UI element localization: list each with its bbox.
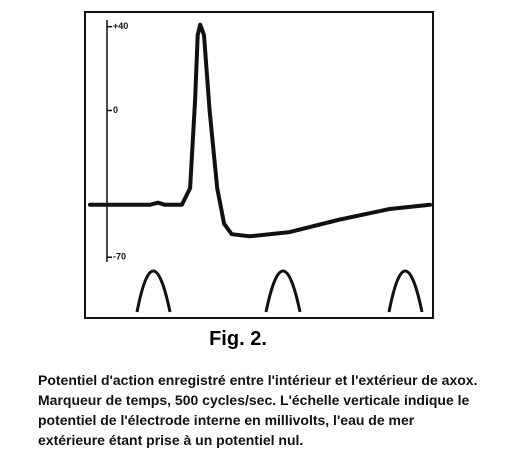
frame bbox=[84, 11, 434, 319]
time-marker-hump bbox=[135, 269, 172, 313]
time-marker bbox=[135, 269, 424, 313]
time-marker-hump bbox=[387, 269, 424, 313]
figure-label: Fig. 2. bbox=[209, 328, 267, 350]
y-tick-label: 0 bbox=[113, 105, 118, 115]
caption: Potentiel d'action enregistré entre l'in… bbox=[38, 372, 478, 448]
y-tick-label: +40 bbox=[113, 21, 128, 31]
y-tick-label: -70 bbox=[113, 252, 126, 262]
chart: +40 0 -70 bbox=[84, 11, 434, 319]
time-marker-hump bbox=[264, 269, 302, 313]
action-potential-line bbox=[88, 22, 432, 239]
